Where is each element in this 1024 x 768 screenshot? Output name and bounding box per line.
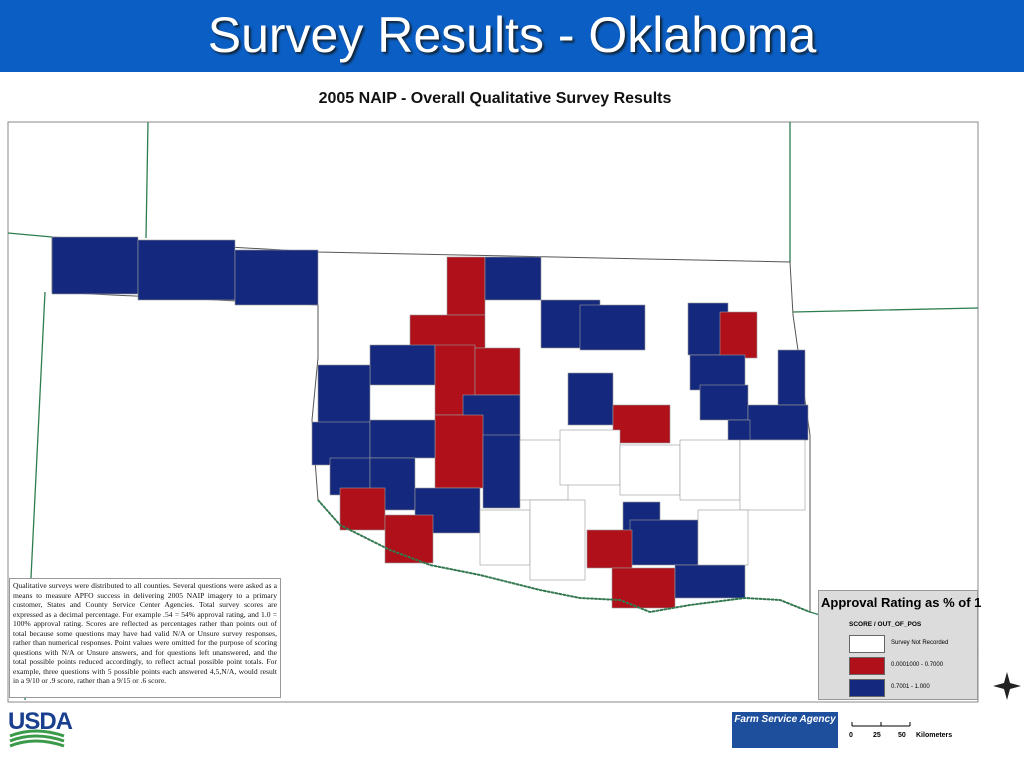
legend-field: SCORE / OUT_OF_POS bbox=[849, 621, 922, 628]
county bbox=[612, 404, 671, 444]
county bbox=[739, 439, 806, 511]
county bbox=[697, 509, 749, 566]
legend-label: Survey Not Recorded bbox=[891, 640, 949, 646]
county bbox=[446, 256, 486, 316]
county bbox=[529, 499, 586, 581]
county bbox=[51, 236, 139, 295]
county bbox=[137, 239, 236, 301]
county bbox=[689, 354, 746, 391]
county bbox=[747, 404, 809, 441]
compass bbox=[993, 672, 1021, 700]
fsa-logo: Farm Service Agency bbox=[732, 712, 838, 748]
county bbox=[317, 364, 371, 426]
county bbox=[479, 509, 531, 566]
county bbox=[559, 429, 621, 486]
scale-unit: Kilometers bbox=[916, 732, 953, 739]
legend-swatch bbox=[849, 679, 885, 697]
compass-rose bbox=[993, 672, 1021, 700]
county bbox=[674, 564, 746, 599]
county bbox=[234, 249, 319, 306]
red-river bbox=[317, 499, 811, 614]
legend-swatch bbox=[849, 657, 885, 675]
county bbox=[482, 434, 521, 509]
county bbox=[777, 349, 806, 406]
legend: Approval Rating as % of 1 SCORE / OUT_OF… bbox=[818, 590, 982, 700]
usda-waves bbox=[9, 729, 65, 748]
county bbox=[611, 567, 676, 609]
state-borders bbox=[7, 121, 979, 701]
county bbox=[369, 344, 436, 386]
scale-bar bbox=[851, 722, 911, 727]
fsa-text: Farm Service Agency bbox=[734, 714, 836, 725]
slide-title: Survey Results - Oklahoma bbox=[207, 7, 817, 63]
scale-label: 0 bbox=[849, 732, 853, 739]
note: Qualitative surveys were distributed to … bbox=[9, 578, 281, 698]
county bbox=[409, 314, 486, 349]
county bbox=[679, 439, 741, 501]
scale-label: 25 bbox=[873, 732, 881, 739]
legend-label: 0.7001 - 1.000 bbox=[891, 684, 930, 690]
legend-label: 0.0001000 - 0.7000 bbox=[891, 662, 944, 668]
county bbox=[719, 311, 758, 359]
county bbox=[629, 519, 699, 566]
county bbox=[339, 487, 386, 531]
county bbox=[619, 444, 681, 496]
county bbox=[699, 384, 749, 421]
scale-label: 50 bbox=[898, 732, 906, 739]
county bbox=[567, 372, 614, 426]
county bbox=[369, 419, 436, 459]
legend-swatch bbox=[849, 635, 885, 653]
county bbox=[434, 414, 484, 489]
legend-title: Approval Rating as % of 1 bbox=[821, 595, 982, 610]
county bbox=[384, 514, 434, 564]
border-line bbox=[7, 121, 979, 701]
map-title: 2005 NAIP - Overall Qualitative Survey R… bbox=[318, 90, 672, 107]
county bbox=[474, 347, 521, 396]
title-bar bbox=[0, 0, 1024, 72]
county bbox=[586, 529, 633, 569]
county bbox=[579, 304, 646, 351]
county bbox=[484, 256, 542, 301]
usda-logo: USDA bbox=[8, 708, 73, 735]
